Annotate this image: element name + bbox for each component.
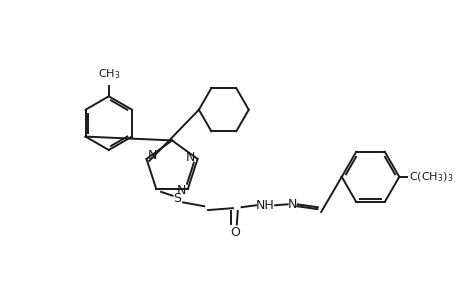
Text: N: N — [176, 184, 185, 197]
Text: NH: NH — [256, 199, 274, 212]
Text: CH$_3$: CH$_3$ — [97, 67, 120, 81]
Text: N: N — [147, 148, 157, 162]
Text: C(CH$_3$)$_3$: C(CH$_3$)$_3$ — [408, 170, 452, 184]
Text: N: N — [186, 151, 195, 164]
Text: O: O — [230, 226, 239, 238]
Text: N: N — [287, 198, 297, 211]
Text: S: S — [173, 192, 181, 205]
